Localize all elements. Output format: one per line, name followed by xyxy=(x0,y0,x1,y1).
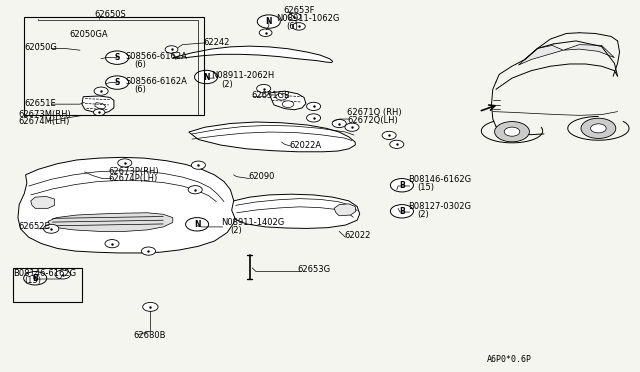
Text: (2): (2) xyxy=(221,80,232,89)
Circle shape xyxy=(292,23,305,30)
Circle shape xyxy=(495,122,529,142)
Circle shape xyxy=(93,109,105,116)
Text: (6): (6) xyxy=(134,85,147,94)
Text: B: B xyxy=(33,274,38,283)
Circle shape xyxy=(390,179,413,192)
Circle shape xyxy=(165,46,178,53)
Text: 62652E: 62652E xyxy=(18,222,50,231)
Circle shape xyxy=(118,159,132,167)
Text: A6P0*0.6P: A6P0*0.6P xyxy=(486,355,531,364)
Polygon shape xyxy=(232,194,360,228)
Polygon shape xyxy=(563,45,614,58)
Text: B08127-0302G: B08127-0302G xyxy=(408,202,470,211)
Text: S08566-6162A: S08566-6162A xyxy=(125,52,188,61)
Circle shape xyxy=(106,51,129,64)
Circle shape xyxy=(332,119,346,128)
Text: N08911-1402G: N08911-1402G xyxy=(221,218,284,227)
Circle shape xyxy=(24,272,47,285)
Circle shape xyxy=(44,224,59,233)
Circle shape xyxy=(504,127,520,136)
Text: (15): (15) xyxy=(24,276,42,285)
Text: 62650S: 62650S xyxy=(95,10,127,19)
Polygon shape xyxy=(334,204,356,216)
Circle shape xyxy=(105,240,119,248)
Text: S: S xyxy=(115,53,120,62)
Circle shape xyxy=(345,123,359,131)
Circle shape xyxy=(257,15,280,28)
Text: (15): (15) xyxy=(417,183,435,192)
Text: (2): (2) xyxy=(230,226,242,235)
Circle shape xyxy=(591,124,606,133)
Text: N08911-1062G: N08911-1062G xyxy=(276,14,340,23)
Text: N: N xyxy=(203,73,209,81)
Polygon shape xyxy=(269,91,306,110)
Circle shape xyxy=(390,205,413,218)
Circle shape xyxy=(188,186,202,194)
Text: N: N xyxy=(266,17,272,26)
Text: N: N xyxy=(194,220,200,229)
Text: 62651GB: 62651GB xyxy=(251,91,290,100)
Text: (6): (6) xyxy=(134,60,147,69)
Polygon shape xyxy=(18,157,236,253)
Circle shape xyxy=(55,270,70,279)
Polygon shape xyxy=(173,46,333,62)
Text: 62671Q (RH): 62671Q (RH) xyxy=(347,108,401,117)
Text: B08146-6162G: B08146-6162G xyxy=(408,175,471,184)
Text: B: B xyxy=(399,181,404,190)
Circle shape xyxy=(195,70,218,84)
Circle shape xyxy=(141,247,156,255)
Polygon shape xyxy=(82,96,114,113)
Circle shape xyxy=(257,84,271,93)
Circle shape xyxy=(143,302,158,311)
Text: S: S xyxy=(115,78,120,87)
Text: 62673M(RH): 62673M(RH) xyxy=(18,110,70,119)
Text: B: B xyxy=(399,207,404,216)
Polygon shape xyxy=(518,45,563,65)
Text: S08566-6162A: S08566-6162A xyxy=(125,77,188,86)
Text: 62673P(RH): 62673P(RH) xyxy=(109,167,159,176)
Text: 62653G: 62653G xyxy=(298,265,331,274)
Text: (6): (6) xyxy=(286,22,298,31)
Text: 62050G: 62050G xyxy=(24,43,57,52)
Circle shape xyxy=(307,114,321,122)
Text: 62090: 62090 xyxy=(248,172,275,181)
Polygon shape xyxy=(189,122,355,152)
Text: 62022A: 62022A xyxy=(289,141,321,150)
Text: 62050GA: 62050GA xyxy=(69,31,108,39)
Circle shape xyxy=(307,102,321,110)
Circle shape xyxy=(288,13,301,20)
Text: 62653F: 62653F xyxy=(284,6,315,15)
Circle shape xyxy=(186,218,209,231)
Text: 62674M(LH): 62674M(LH) xyxy=(18,117,69,126)
Circle shape xyxy=(581,118,616,138)
Circle shape xyxy=(276,93,287,100)
Text: 62651E: 62651E xyxy=(24,99,56,108)
Text: 62022: 62022 xyxy=(344,231,371,240)
Circle shape xyxy=(390,140,404,148)
Text: 62680B: 62680B xyxy=(133,331,166,340)
Text: (2): (2) xyxy=(417,210,429,219)
Circle shape xyxy=(259,29,272,36)
Text: 62672Q(LH): 62672Q(LH) xyxy=(347,116,397,125)
Circle shape xyxy=(94,87,108,95)
Circle shape xyxy=(191,161,205,169)
Polygon shape xyxy=(48,213,173,231)
Text: 62242: 62242 xyxy=(204,38,230,46)
Circle shape xyxy=(282,101,294,108)
Polygon shape xyxy=(95,103,106,109)
Circle shape xyxy=(382,131,396,140)
Polygon shape xyxy=(31,196,54,208)
Text: 62674P(LH): 62674P(LH) xyxy=(109,174,158,183)
Text: N08911-2062H: N08911-2062H xyxy=(211,71,275,80)
Text: B08146-6162G: B08146-6162G xyxy=(13,269,76,278)
Circle shape xyxy=(106,76,129,89)
